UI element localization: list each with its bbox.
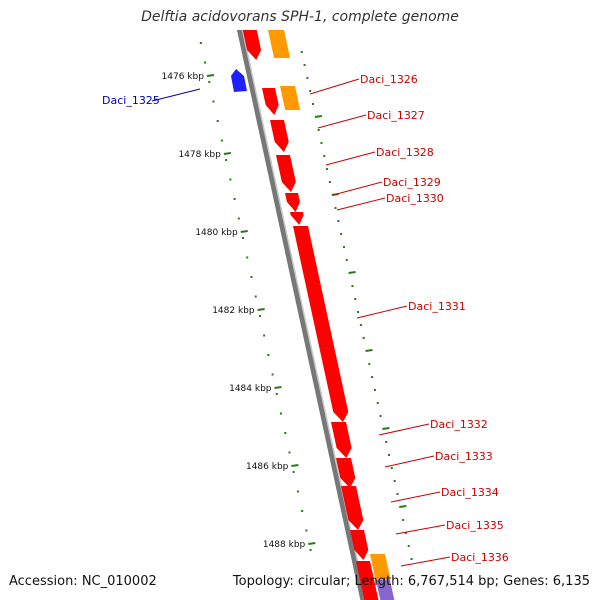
gene-leader-line bbox=[309, 78, 360, 95]
ruler-tick-label: 1476 kbp bbox=[162, 72, 205, 82]
purple-feature-bottom bbox=[376, 580, 395, 600]
map-content: 1476 kbp 1478 kbp 1480 kbp 1482 kbp 1484 kbp… bbox=[162, 10, 413, 600]
gene-leader-line bbox=[317, 114, 367, 129]
ruler-major-tick bbox=[257, 308, 265, 311]
gene-arrow-daci-1331 bbox=[293, 226, 349, 422]
gene-leader-line bbox=[390, 491, 441, 503]
ruler-major-tick bbox=[206, 74, 215, 77]
ruler-tick-label: 1482 kbp bbox=[212, 306, 255, 316]
ruler-major-tick bbox=[291, 464, 299, 467]
gene-label-daci-1327: Daci_1327 bbox=[367, 109, 425, 122]
ruler-tick-label: 1488 kbp bbox=[263, 540, 306, 550]
right-ruler-tick bbox=[382, 427, 390, 430]
backbone-line bbox=[236, 30, 366, 600]
gene-arrow-daci-1332 bbox=[331, 422, 352, 458]
gene-arrow-daci-1326 bbox=[262, 88, 279, 115]
gene-leader-line bbox=[356, 305, 408, 319]
ruler-tick-label: 1480 kbp bbox=[195, 228, 238, 238]
gene-leader-line bbox=[384, 455, 435, 468]
ruler-tick-label: 1478 kbp bbox=[178, 150, 221, 160]
gene-label-daci-1333: Daci_1333 bbox=[435, 450, 493, 463]
ruler-major-tick bbox=[223, 152, 231, 155]
summary-label: Topology: circular; Length: 6,767,514 bp… bbox=[232, 574, 590, 589]
ruler-major-tick bbox=[274, 386, 282, 389]
gene-arrow-daci-1327 bbox=[270, 120, 289, 152]
genome-title: Delftia acidovorans SPH-1, complete geno… bbox=[141, 9, 459, 25]
gene-leader-line bbox=[378, 423, 430, 436]
gene-arrow-daci-1336 bbox=[356, 561, 379, 600]
gene-arrow-daci-1329 bbox=[285, 193, 300, 212]
gene-leader-line bbox=[395, 524, 446, 535]
accession-label: Accession: NC_010002 bbox=[9, 574, 157, 589]
gene-label-daci-1325: Daci_1325 bbox=[102, 94, 160, 107]
other-feature-top bbox=[260, 10, 278, 30]
gene-label-daci-1331: Daci_1331 bbox=[408, 300, 466, 313]
gene-label-daci-1336: Daci_1336 bbox=[451, 551, 509, 564]
gene-leader-line bbox=[325, 151, 376, 166]
gene-arrow-daci-1328 bbox=[276, 155, 296, 192]
gene-arrow-daci-1325 bbox=[231, 69, 247, 92]
gene-label-daci-1330: Daci_1330 bbox=[386, 192, 444, 205]
right-ruler-tick bbox=[348, 271, 356, 274]
ruler-major-tick bbox=[240, 230, 248, 233]
ruler-tick-label: 1486 kbp bbox=[246, 462, 289, 472]
gene-arrow-daci-1334 bbox=[341, 486, 364, 530]
right-ruler-tick bbox=[399, 505, 407, 508]
gene-leader-line bbox=[332, 181, 383, 196]
right-ruler-tick bbox=[314, 115, 322, 118]
rna-feature-top bbox=[268, 30, 291, 58]
gene-block-daci-1325-region bbox=[242, 30, 262, 60]
gene-arrow-daci-1333 bbox=[336, 458, 356, 488]
ruler-major-tick bbox=[308, 542, 316, 545]
gene-label-daci-1326: Daci_1326 bbox=[360, 73, 418, 86]
gene-leader-line bbox=[400, 556, 451, 567]
rna-feature-1326 bbox=[280, 86, 301, 110]
gene-label-daci-1334: Daci_1334 bbox=[441, 486, 499, 499]
right-ruler-tick bbox=[365, 349, 373, 352]
rna-feature-1336 bbox=[370, 554, 391, 580]
gene-arrow-daci-1335 bbox=[350, 530, 369, 560]
gene-arrow-daci-1330 bbox=[290, 212, 304, 225]
gene-label-daci-1329: Daci_1329 bbox=[383, 176, 441, 189]
gene-label-daci-1328: Daci_1328 bbox=[376, 146, 434, 159]
gene-label-daci-1332: Daci_1332 bbox=[430, 418, 488, 431]
gene-leader-line bbox=[336, 197, 386, 211]
gene-label-daci-1335: Daci_1335 bbox=[446, 519, 504, 532]
ruler-tick-label: 1484 kbp bbox=[229, 384, 272, 394]
gene-leader-line bbox=[151, 88, 201, 102]
